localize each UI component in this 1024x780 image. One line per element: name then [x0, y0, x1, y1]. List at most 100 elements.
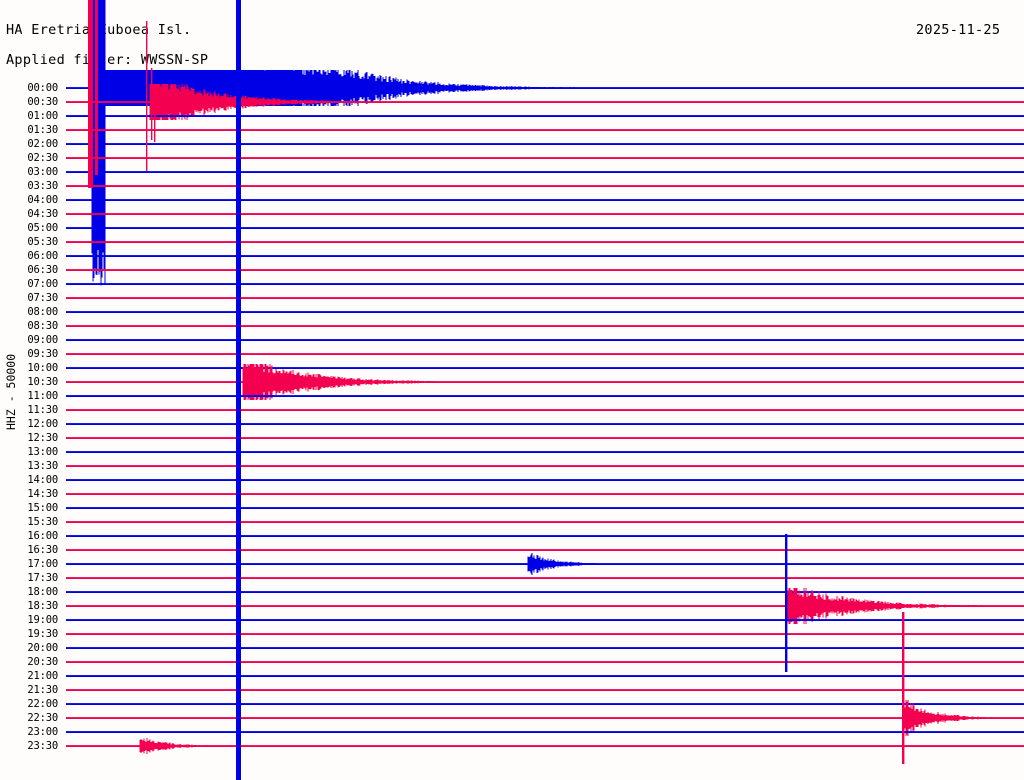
time-label: 08:30: [27, 320, 58, 332]
time-label: 10:30: [27, 376, 58, 388]
time-label: 18:00: [27, 586, 58, 598]
trace-waveform: [902, 699, 997, 737]
trace-baseline: [66, 731, 1024, 733]
trace-baseline: [66, 647, 1024, 649]
time-label: 01:00: [27, 110, 58, 122]
time-label: 03:30: [27, 180, 58, 192]
trace-waveform: [139, 737, 214, 755]
time-label: 03:00: [27, 166, 58, 178]
event-onset-spike-blue: [785, 534, 788, 672]
trace-baseline: [66, 269, 1024, 271]
trace-baseline: [66, 381, 1024, 383]
time-label: 17:00: [27, 558, 58, 570]
trace-baseline: [66, 241, 1024, 243]
trace-baseline: [66, 157, 1024, 159]
time-label: 16:00: [27, 530, 58, 542]
time-label: 00:00: [27, 82, 58, 94]
trace-baseline: [66, 745, 1024, 747]
time-label: 15:30: [27, 516, 58, 528]
time-label: 19:30: [27, 628, 58, 640]
time-label: 06:30: [27, 264, 58, 276]
time-label: 19:00: [27, 614, 58, 626]
time-label: 22:00: [27, 698, 58, 710]
time-label: 18:30: [27, 600, 58, 612]
trace-baseline: [66, 493, 1024, 495]
trace-baseline: [66, 227, 1024, 229]
time-label: 21:00: [27, 670, 58, 682]
event-onset-spike-red: [902, 612, 905, 764]
trace-baseline: [66, 451, 1024, 453]
filter-label: Applied filter: WWSSN-SP: [6, 52, 209, 68]
trace-baseline: [66, 115, 1024, 117]
trace-baseline: [66, 367, 1024, 369]
time-label: 23:30: [27, 740, 58, 752]
trace-baseline: [66, 255, 1024, 257]
trace-baseline: [66, 101, 1024, 103]
trace-baseline: [66, 605, 1024, 607]
aftershock-spike: [151, 68, 153, 140]
trace-baseline: [66, 353, 1024, 355]
time-label: 05:00: [27, 222, 58, 234]
time-label: 20:00: [27, 642, 58, 654]
trace-baseline: [66, 339, 1024, 341]
trace-baseline: [66, 465, 1024, 467]
trace-baseline: [66, 437, 1024, 439]
trace-baseline: [66, 507, 1024, 509]
time-label: 10:00: [27, 362, 58, 374]
time-label: 20:30: [27, 656, 58, 668]
time-label: 17:30: [27, 572, 58, 584]
aftershock-spike: [146, 21, 148, 171]
time-label: 07:30: [27, 292, 58, 304]
trace-baseline: [66, 675, 1024, 677]
trace-baseline: [66, 297, 1024, 299]
trace-baseline: [66, 395, 1024, 397]
trace-baseline: [66, 129, 1024, 131]
aftershock-spike: [154, 94, 156, 142]
time-label: 05:30: [27, 236, 58, 248]
trace-baseline: [66, 409, 1024, 411]
time-label: 09:00: [27, 334, 58, 346]
trace-baseline: [66, 283, 1024, 285]
trace-baseline: [66, 479, 1024, 481]
time-label: 12:30: [27, 432, 58, 444]
trace-baseline: [66, 213, 1024, 215]
trace-baseline: [66, 591, 1024, 593]
time-label: 08:00: [27, 306, 58, 318]
trace-baseline: [66, 311, 1024, 313]
time-label: 14:30: [27, 488, 58, 500]
data-gap-line: [236, 0, 241, 780]
time-label: 13:30: [27, 460, 58, 472]
trace-baseline: [66, 199, 1024, 201]
trace-waveform: [149, 83, 367, 121]
date-label: 2025-11-25: [916, 22, 1001, 38]
time-label: 02:30: [27, 152, 58, 164]
trace-baseline: [66, 703, 1024, 705]
trace-baseline: [66, 633, 1024, 635]
trace-baseline: [66, 535, 1024, 537]
trace-waveform: [527, 552, 611, 576]
time-label: 09:30: [27, 348, 58, 360]
trace-baseline: [66, 171, 1024, 173]
time-label: 14:00: [27, 474, 58, 486]
time-label: 02:00: [27, 138, 58, 150]
clipped-event-body-2: [95, 0, 98, 175]
trace-baseline: [66, 549, 1024, 551]
time-label: 04:00: [27, 194, 58, 206]
trace-baseline: [66, 423, 1024, 425]
trace-baseline: [66, 521, 1024, 523]
trace-waveform: [785, 587, 992, 625]
time-label: 23:00: [27, 726, 58, 738]
time-label: 21:30: [27, 684, 58, 696]
trace-baseline: [66, 619, 1024, 621]
trace-baseline: [66, 143, 1024, 145]
trace-baseline: [66, 577, 1024, 579]
trace-baseline: [66, 717, 1024, 719]
trace-baseline: [66, 325, 1024, 327]
time-label: 15:00: [27, 502, 58, 514]
trace-baseline: [66, 689, 1024, 691]
time-axis: 00:00 00:30 01:00 01:30 02:00 02:30 03:00 03:30…: [0, 0, 62, 780]
time-label: 07:00: [27, 278, 58, 290]
time-label: 01:30: [27, 124, 58, 136]
